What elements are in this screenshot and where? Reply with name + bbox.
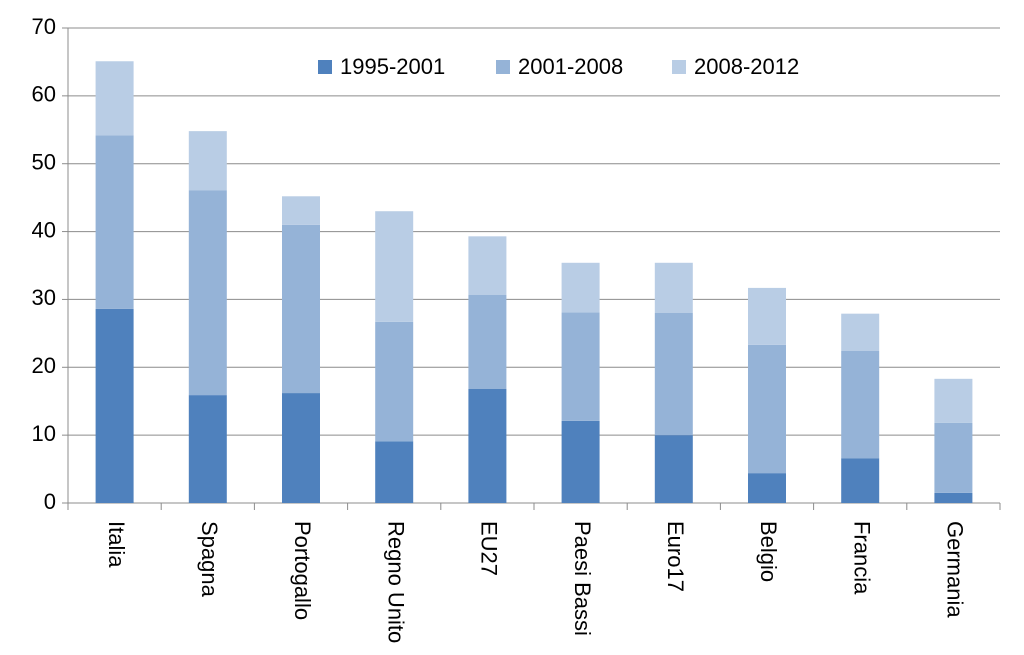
y-tick-label: 20 (32, 353, 56, 378)
x-tick-label: Euro17 (663, 521, 688, 592)
bar-segment (748, 344, 786, 474)
bar-segment (95, 135, 134, 309)
bar-segment (841, 458, 880, 503)
bar-segment (934, 378, 973, 423)
y-tick-label: 60 (32, 82, 56, 107)
y-tick-label: 70 (32, 14, 56, 39)
bar-segment (841, 351, 880, 459)
bar-segment (95, 61, 134, 136)
bar-segment (934, 492, 973, 503)
bar-segment (188, 131, 227, 191)
bar-segment (468, 294, 507, 389)
x-tick-label: EU27 (477, 521, 502, 576)
x-tick-label: Regno Unito (383, 521, 408, 643)
bar-segment (95, 308, 134, 503)
bar-segment (934, 422, 973, 493)
bar-segment (654, 262, 693, 313)
bar-segment (748, 473, 786, 503)
x-tick-label: Spagna (197, 521, 222, 598)
bar-segment (282, 393, 320, 503)
x-tick-label: Francia (849, 521, 874, 595)
x-tick-label: Portogallo (290, 521, 315, 620)
y-tick-label: 30 (32, 285, 56, 310)
y-tick-label: 0 (44, 489, 56, 514)
legend-label: 2001-2008 (518, 54, 623, 79)
bar-segment (188, 395, 227, 503)
bar-segment (282, 196, 320, 225)
bar-segment (188, 190, 227, 396)
legend-label: 2008-2012 (694, 54, 799, 79)
x-tick-label: Italia (104, 521, 129, 568)
bar-segment (561, 420, 600, 503)
legend-swatch (672, 60, 686, 74)
y-tick-label: 10 (32, 421, 56, 446)
bar-segment (375, 321, 414, 442)
bar-segment (654, 313, 693, 436)
legend-label: 1995-2001 (340, 54, 445, 79)
bar-segment (282, 224, 320, 394)
bar-segment (468, 389, 507, 503)
bar-segment (375, 211, 414, 322)
bar-segment (748, 287, 786, 345)
legend-swatch (318, 60, 332, 74)
x-tick-label: Germania (943, 521, 968, 618)
bar-segment (468, 236, 507, 295)
y-tick-label: 50 (32, 150, 56, 175)
bar-segment (561, 262, 600, 313)
bar-segment (375, 441, 414, 503)
bar-segment (841, 313, 880, 351)
x-tick-label: Belgio (756, 521, 781, 582)
legend-swatch (496, 60, 510, 74)
y-tick-label: 40 (32, 217, 56, 242)
x-tick-label: Paesi Bassi (570, 521, 595, 636)
bar-segment (654, 435, 693, 503)
bar-segment (561, 312, 600, 421)
